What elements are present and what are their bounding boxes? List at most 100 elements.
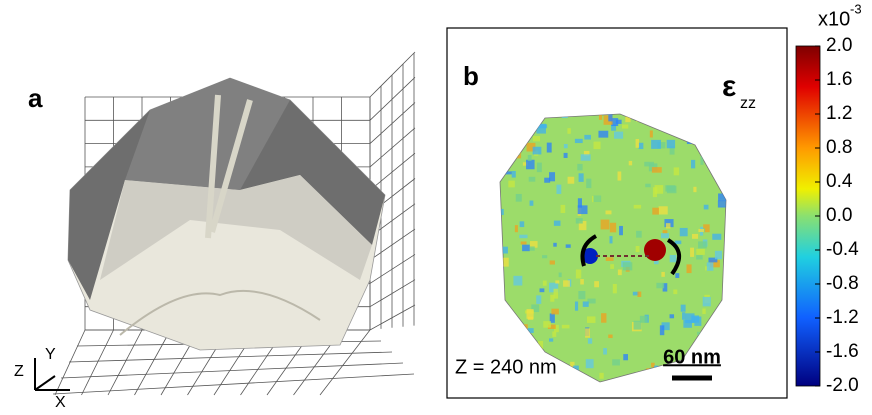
map-speckle xyxy=(550,260,555,264)
map-speckle xyxy=(610,264,614,269)
map-speckle xyxy=(687,264,692,273)
map-speckle xyxy=(588,338,592,343)
colorbar-tick-label: 1.6 xyxy=(826,69,852,90)
colorbar-tick-label: 0.8 xyxy=(826,137,852,158)
map-speckle xyxy=(636,231,642,238)
map-speckle xyxy=(636,246,640,252)
map-speckle xyxy=(553,243,556,247)
map-speckle xyxy=(715,251,722,259)
grid-line xyxy=(370,103,415,144)
crystal xyxy=(68,78,385,350)
map-speckle xyxy=(575,139,583,143)
map-speckle xyxy=(685,313,694,323)
map-speckle xyxy=(629,161,632,165)
map-speckle xyxy=(680,228,688,236)
map-speckle xyxy=(702,309,705,315)
map-speckle xyxy=(691,160,695,168)
strain-symbol: ε xyxy=(722,70,736,103)
map-speckle xyxy=(661,233,669,238)
map-speckle xyxy=(512,171,516,178)
map-speckle xyxy=(566,244,571,247)
grid-line xyxy=(370,128,415,167)
scale-bar-label: 60 nm xyxy=(663,346,721,368)
map-speckle xyxy=(673,290,677,295)
map-speckle xyxy=(623,354,628,360)
colorbar-tick-label: -1.2 xyxy=(826,307,859,328)
map-speckle xyxy=(586,179,591,188)
map-speckle xyxy=(575,301,578,310)
colorbar-exponent: -3 xyxy=(850,1,862,16)
map-speckle xyxy=(619,226,623,235)
map-speckle xyxy=(515,225,518,232)
colorbar-tick-label: -0.4 xyxy=(826,239,859,260)
map-speckle xyxy=(542,255,547,258)
map-speckle xyxy=(530,201,534,206)
map-speckle xyxy=(659,206,668,214)
map-speckle xyxy=(521,241,527,244)
map-speckle xyxy=(670,255,677,262)
map-speckle xyxy=(587,316,595,323)
grid-line xyxy=(370,280,415,307)
map-speckle xyxy=(554,289,559,299)
map-speckle xyxy=(634,205,641,209)
map-speckle xyxy=(583,301,589,306)
map-speckle xyxy=(536,295,541,304)
colorbar-tick-label: 0.4 xyxy=(826,171,853,192)
map-speckle xyxy=(576,218,583,223)
map-speckle xyxy=(618,270,622,276)
map-speckle xyxy=(586,359,594,368)
map-speckle xyxy=(594,281,599,287)
colorbar-tick-label: -1.6 xyxy=(826,341,859,362)
map-speckle xyxy=(554,221,561,226)
map-speckle xyxy=(698,229,704,232)
map-speckle xyxy=(564,144,568,148)
map-speckle xyxy=(578,291,585,299)
map-speckle xyxy=(603,348,607,354)
map-speckle xyxy=(612,359,620,365)
grid-line xyxy=(370,77,415,120)
map-speckle xyxy=(551,309,558,315)
map-speckle xyxy=(598,131,608,138)
map-speckle xyxy=(555,280,559,283)
map-speckle xyxy=(576,269,581,278)
map-speckle xyxy=(703,297,711,306)
depth-label: Z = 240 nm xyxy=(455,356,557,378)
grid-line xyxy=(370,153,415,190)
map-speckle xyxy=(704,205,709,210)
map-speckle xyxy=(559,273,562,278)
colorbar-tick-label: -2.0 xyxy=(826,375,859,396)
map-speckle xyxy=(520,221,525,227)
map-speckle xyxy=(698,241,707,248)
map-speckle xyxy=(609,236,612,243)
grid-line xyxy=(61,363,403,378)
axis-y-label: Y xyxy=(45,346,56,363)
map-speckle xyxy=(606,257,614,261)
map-speckle xyxy=(622,124,628,128)
panel-label: b xyxy=(463,61,479,91)
map-speckle xyxy=(562,325,570,329)
map-speckle xyxy=(601,313,606,323)
map-speckle xyxy=(655,185,664,194)
map-speckle xyxy=(533,147,542,155)
map-speckle xyxy=(593,142,600,149)
map-speckle xyxy=(639,143,644,149)
map-speckle xyxy=(652,208,659,215)
map-speckle xyxy=(666,223,671,228)
map-speckle xyxy=(516,194,522,202)
map-speckle xyxy=(660,325,664,335)
map-speckle xyxy=(618,171,622,180)
map-speckle xyxy=(651,140,661,149)
map-speckle xyxy=(665,185,675,191)
colorbar-multiplier: x10 xyxy=(818,8,850,30)
grid-line xyxy=(135,330,171,395)
map-speckle xyxy=(547,143,552,153)
grid-line xyxy=(370,52,415,97)
map-speckle xyxy=(581,154,591,160)
map-speckle xyxy=(692,234,698,239)
grid-line xyxy=(108,330,142,395)
map-speckle xyxy=(522,245,530,252)
map-speckle xyxy=(644,162,654,167)
map-speckle xyxy=(580,279,584,284)
grid-line xyxy=(370,305,415,330)
map-speckle xyxy=(579,173,584,182)
